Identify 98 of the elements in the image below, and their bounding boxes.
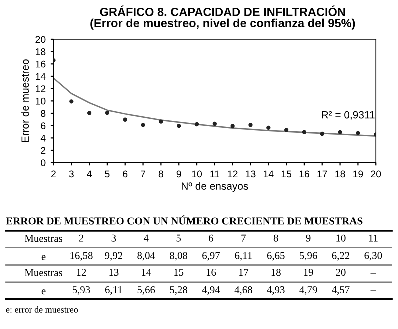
y-tick-label: 8 — [41, 110, 46, 118]
point — [87, 111, 92, 116]
text: 6,65 — [267, 252, 285, 261]
x-tick-label: 19 — [304, 269, 314, 276]
text: 6,11 — [105, 286, 122, 296]
y-tick-label: 6 — [41, 122, 46, 130]
text: 6,22 — [332, 252, 350, 261]
x-tick-label: 15 — [282, 170, 292, 178]
point — [141, 123, 146, 128]
x-tick-label: 8 — [158, 170, 164, 178]
y-tick-label: 12 — [36, 86, 46, 92]
x-tick-label: 20 — [336, 269, 346, 276]
text: 9,92 — [105, 252, 122, 261]
point — [338, 130, 342, 135]
point — [230, 124, 235, 128]
point — [194, 122, 200, 127]
y-tick-label: 2 — [41, 147, 46, 154]
point — [266, 126, 271, 130]
x-tick-label: 16 — [300, 170, 310, 178]
point — [284, 128, 289, 132]
text: 6,30 — [364, 252, 382, 261]
x-tick-label: 12 — [228, 170, 238, 178]
text: 8,04 — [138, 252, 156, 261]
text: 6,11 — [235, 252, 252, 261]
x-tick-label: 17 — [239, 269, 249, 276]
x-tick-label: 6 — [209, 234, 214, 242]
x-tick-label: 8 — [274, 234, 278, 242]
x-tick-label: 20 — [371, 170, 382, 178]
text: 5,93 — [72, 286, 90, 296]
y-tick-label: 0 — [41, 160, 46, 166]
x-axis-title: Muestras — [24, 269, 62, 276]
annotation: e: error de muestreo — [6, 306, 78, 313]
x-tick-label: 13 — [246, 170, 256, 178]
x-tick-label: 17 — [318, 170, 328, 178]
text: 5,28 — [170, 286, 188, 296]
x-tick-label: 14 — [264, 170, 274, 178]
text: 4,93 — [267, 286, 285, 296]
x-tick-label: 9 — [306, 234, 311, 242]
x-tick-label: 12 — [77, 269, 86, 276]
point — [70, 100, 74, 104]
point — [248, 123, 253, 128]
x-tick-label: 9 — [176, 170, 182, 178]
x-tick-label: 4 — [144, 234, 149, 242]
x-tick-label: 11 — [210, 170, 220, 178]
x-axis-title: Nº de ensayos — [182, 182, 248, 192]
x-tick-label: 3 — [112, 234, 116, 242]
y-tick-label: 16 — [36, 60, 46, 68]
x-tick-label: 3 — [69, 170, 74, 178]
line-series — [54, 78, 376, 138]
point — [159, 120, 164, 124]
chart-title: GRÁFICO 8. CAPACIDAD DE INFILTRACIÓN — [100, 6, 346, 16]
text: 4,79 — [300, 286, 318, 296]
y-tick-label: 14 — [36, 73, 46, 80]
text: 16,58 — [70, 252, 93, 261]
y-tick-label: 10 — [36, 98, 46, 105]
y-axis-title: Error de muestreo — [21, 60, 30, 142]
chart-title: ERROR DE MUESTREO CON UN NÚMERO CRECIENTE DE MUESTRAS — [6, 216, 363, 225]
point — [320, 132, 324, 136]
x-tick-label: 11 — [369, 234, 378, 242]
x-tick-label: 16 — [206, 269, 216, 276]
y-tick-label: 20 — [36, 36, 46, 44]
text: 6,97 — [202, 252, 220, 261]
text: 5,66 — [138, 286, 156, 296]
text: 5,96 — [300, 252, 318, 261]
point — [177, 124, 182, 128]
point — [105, 110, 110, 116]
x-tick-label: 13 — [110, 269, 119, 276]
x-tick-label: 5 — [176, 234, 181, 242]
point — [212, 122, 218, 126]
x-tick-label: 18 — [272, 269, 281, 276]
x-tick-label: 14 — [142, 269, 152, 276]
x-tick-label: 19 — [354, 170, 364, 178]
chart-subtitle: (Error de muestreo, nivel de confianza del 95%) — [90, 18, 356, 30]
x-tick-label: 2 — [52, 170, 56, 178]
x-tick-label: 7 — [242, 234, 246, 242]
x-tick-label: 10 — [336, 234, 346, 242]
point — [123, 118, 128, 122]
x-tick-label: 18 — [336, 170, 346, 178]
x-axis-title: Muestras — [24, 235, 62, 242]
text: 8,08 — [170, 252, 188, 261]
x-tick-label: 4 — [87, 170, 92, 178]
x-tick-label: 10 — [192, 170, 202, 178]
text: 4,68 — [234, 286, 252, 296]
y-tick-label: e — [42, 290, 46, 295]
x-tick-label: 2 — [79, 234, 84, 242]
x-tick-label: 6 — [123, 170, 128, 178]
x-tick-label: 7 — [141, 170, 146, 178]
text: 4,57 — [332, 286, 350, 296]
x-tick-label: 5 — [105, 170, 110, 178]
x-tick-label: 15 — [174, 269, 184, 276]
text: 4,94 — [202, 286, 220, 296]
y-tick-label: 18 — [36, 48, 46, 56]
text: – — [370, 290, 376, 292]
annotation: R² = 0,9311 — [322, 111, 375, 120]
y-tick-label: e — [42, 255, 46, 260]
point — [356, 131, 360, 136]
point — [302, 130, 307, 134]
y-tick-label: 4 — [40, 135, 46, 142]
